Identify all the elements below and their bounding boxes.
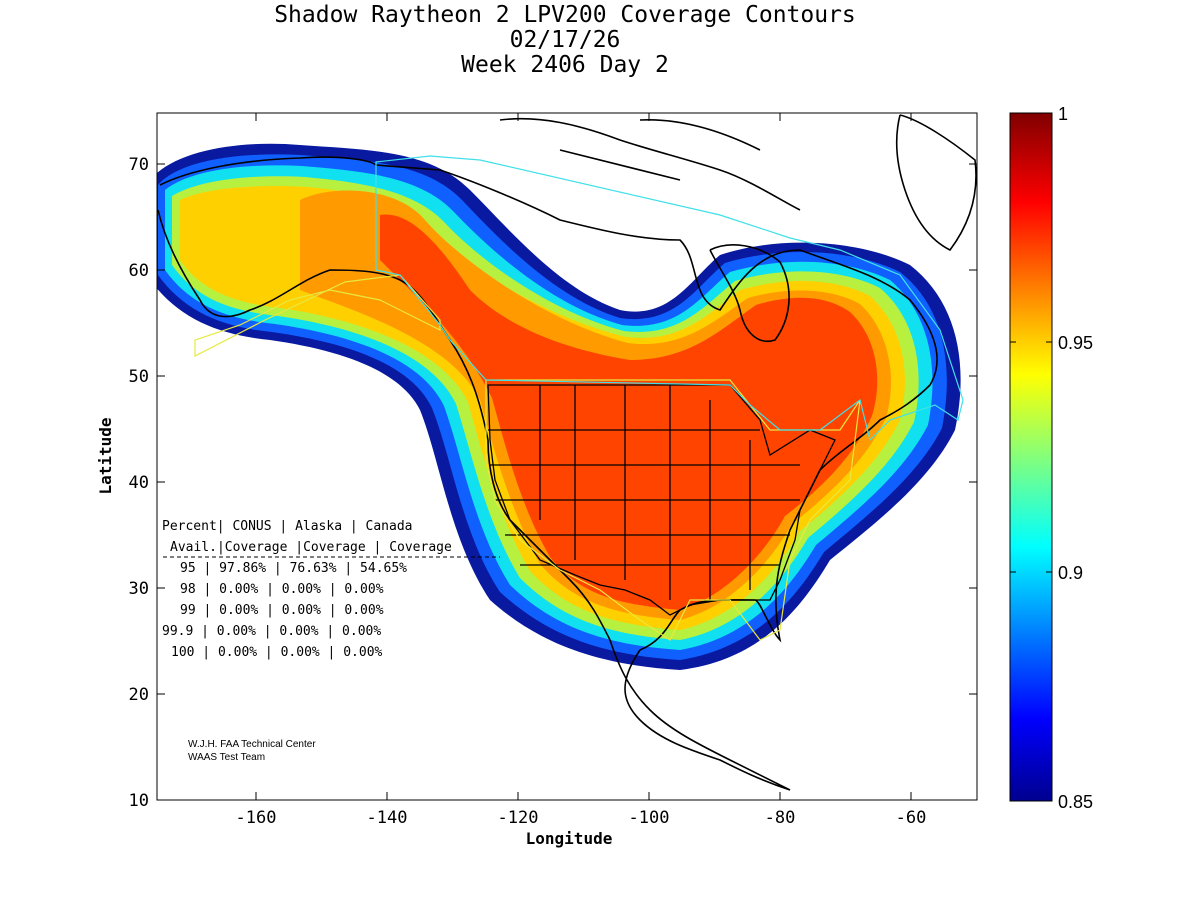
colorbar-tick-label: 0.85 [1058,792,1093,812]
north-america-outline [157,156,938,791]
x-tick-label: -120 [498,808,539,828]
x-tick-label: -100 [629,808,670,828]
table-row: 100 | 0.00% | 0.00% | 0.00% [171,645,383,660]
contour-0.97 [380,214,878,610]
chart-date: 02/17/26 [509,27,621,53]
colorbar-tick-label: 0.95 [1058,333,1093,353]
table-row: 95 | 97.86% | 76.63% | 54.65% [180,561,407,576]
table-header-row-2: Avail.|Coverage |Coverage | Coverage [170,540,452,555]
hudson-bay-outline [709,244,790,342]
y-tick-label: 50 [129,367,149,387]
tick-marks [157,113,977,800]
x-tick-label: -60 [896,808,927,828]
x-tick-label: -140 [367,808,408,828]
plot-frame [156,112,978,801]
arctic-islands-outline [499,117,801,211]
x-tick-label: -160 [236,808,277,828]
state-lines [488,385,800,600]
y-tick-label: 70 [129,155,149,175]
y-tick-label: 60 [129,261,149,281]
colorbar-tick-label: 0.9 [1058,563,1083,583]
chart-week-day: Week 2406 Day 2 [461,52,669,78]
greenland-outline [895,114,977,252]
table-row: 98 | 0.00% | 0.00% | 0.00% [180,582,384,597]
y-tick-label: 20 [129,685,149,705]
colorbar [1009,112,1053,802]
canada-service-boundary [375,155,964,442]
table-header-row-1: Percent| CONUS | Alaska | Canada [162,519,413,534]
coverage-table: Percent| CONUS | Alaska | Canada Avail.|… [162,519,500,660]
colorbar-tick-label: 1 [1058,104,1068,124]
chart-title: Shadow Raytheon 2 LPV200 Coverage Contou… [274,2,856,28]
y-tick-label: 30 [129,579,149,599]
y-axis-label: Latitude [96,417,115,494]
colorbar-ticks [1010,112,1052,802]
x-tick-label: -80 [765,808,796,828]
y-tick-label: 40 [129,473,149,493]
y-tick-label: 10 [129,791,149,811]
credit-line-2: WAAS Test Team [188,752,265,763]
coastlines [157,114,977,791]
credit-line-1: W.J.H. FAA Technical Center [188,739,316,750]
table-row: 99 | 0.00% | 0.00% | 0.00% [180,603,384,618]
table-row: 99.9 | 0.00% | 0.00% | 0.00% [162,624,381,639]
x-axis-label: Longitude [526,829,613,848]
